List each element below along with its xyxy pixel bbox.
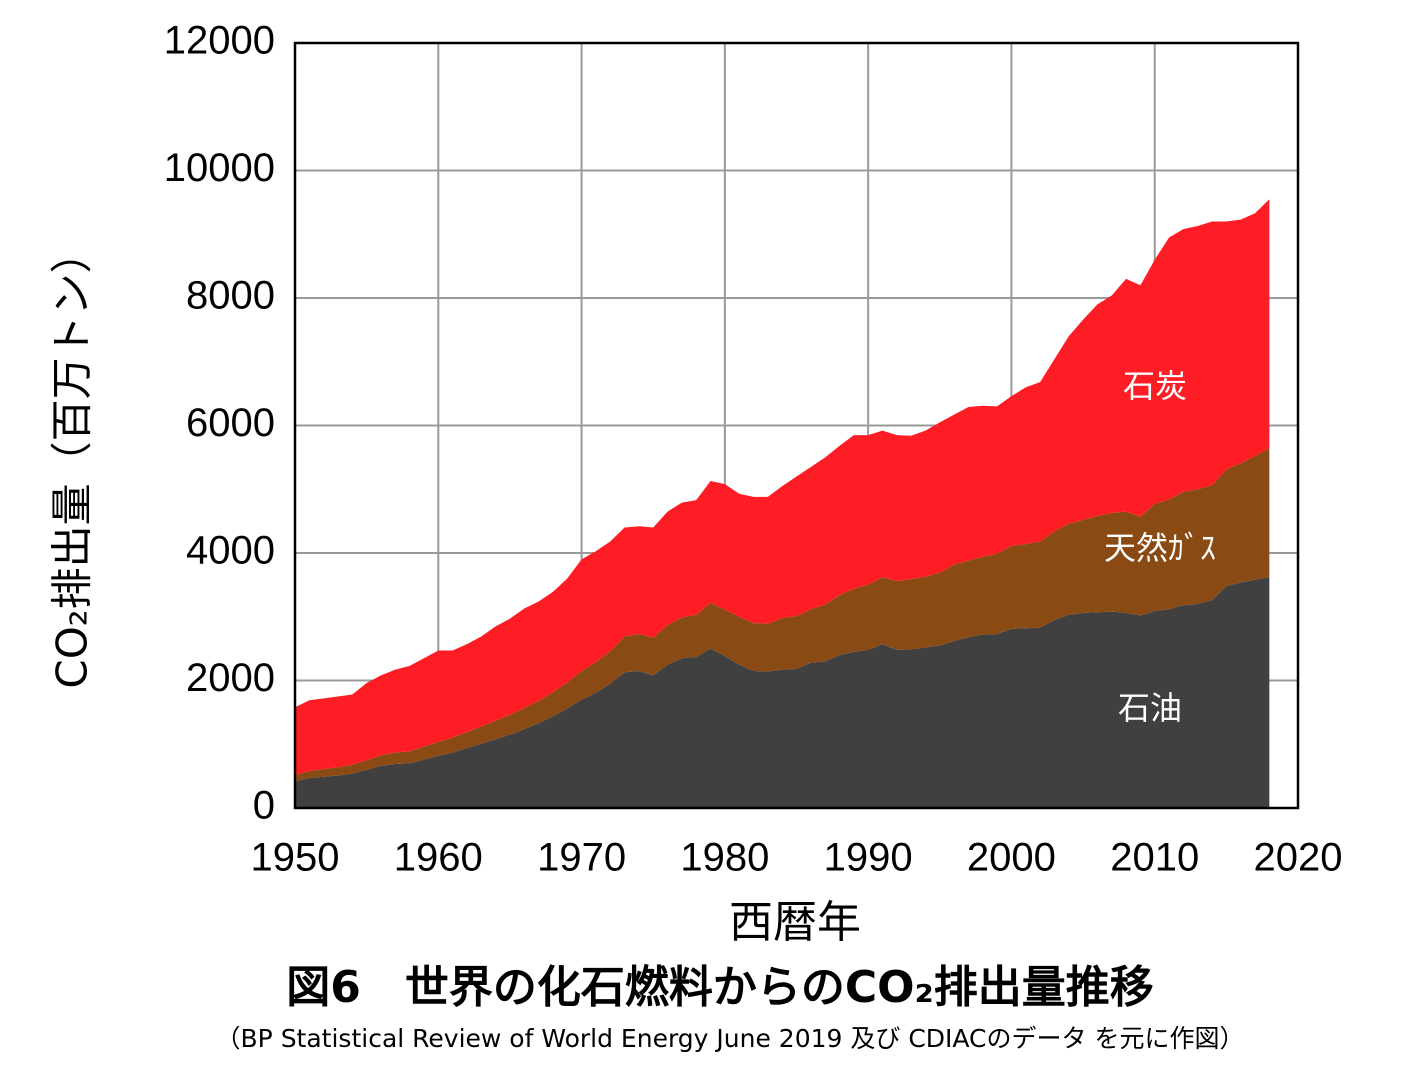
x-tick-label: 1970	[537, 836, 626, 880]
x-tick-label: 2020	[1254, 836, 1343, 880]
x-tick-label: 2010	[1110, 836, 1199, 880]
chart-subtitle: （BP Statistical Review of World Energy J…	[216, 1024, 1245, 1053]
chart-title: 図6 世界の化石燃料からのCO₂排出量推移	[286, 962, 1154, 1013]
series-label: 石油	[1118, 689, 1182, 727]
x-tick-label: 1990	[824, 836, 913, 880]
y-tick-label: 10000	[164, 146, 275, 190]
series-label: 石炭	[1123, 367, 1187, 405]
y-tick-label: 12000	[164, 19, 275, 63]
area	[295, 199, 1270, 775]
area	[295, 577, 1270, 808]
x-axis-label: 西暦年	[729, 897, 861, 948]
y-tick-label: 0	[253, 784, 275, 828]
x-tick-label: 1960	[394, 836, 483, 880]
series-label: 天然ｶﾞｽ	[1104, 529, 1216, 567]
x-tick-label: 1950	[251, 836, 340, 880]
y-tick-label: 8000	[186, 274, 275, 318]
x-tick-label: 2000	[967, 836, 1056, 880]
y-tick-label: 2000	[186, 656, 275, 700]
y-tick-label: 6000	[186, 401, 275, 445]
y-tick-label: 4000	[186, 529, 275, 573]
y-axis-label: CO₂排出量（百万トン）	[48, 231, 97, 688]
plot-border	[293, 41, 1300, 810]
x-tick-label: 1980	[680, 836, 769, 880]
